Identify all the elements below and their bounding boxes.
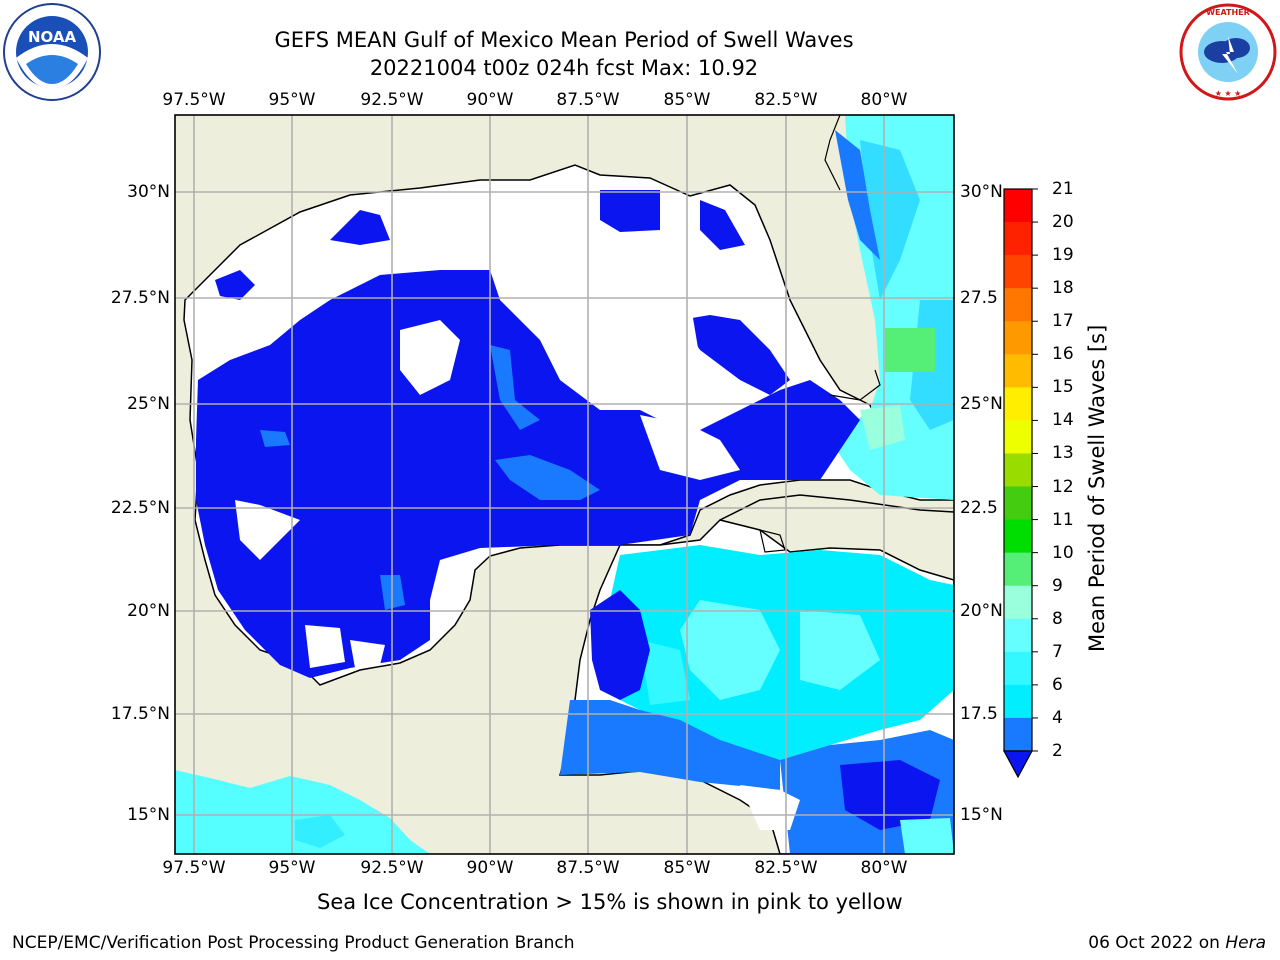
noaa-logo-text: NOAA — [28, 28, 77, 46]
colorbar-segment — [1004, 651, 1032, 686]
map-frame — [174, 114, 955, 855]
colorbar-segment — [1004, 255, 1032, 289]
colorbar-tick-label: 21 — [1052, 179, 1074, 199]
colorbar-extend-arrow — [1002, 750, 1034, 779]
colorbar-tick-label: 16 — [1052, 344, 1074, 365]
lon-label-bottom: 97.5°W — [162, 858, 226, 878]
lat-label-left: 20°N — [127, 601, 170, 621]
lat-label-right: 22.5 — [960, 498, 998, 518]
footer-date-text: 06 Oct 2022 on — [1088, 933, 1226, 953]
lat-label-right: 15°N — [960, 805, 1003, 825]
colorbar-tick-label: 14 — [1052, 410, 1074, 431]
lon-label-top: 92.5°W — [360, 90, 424, 110]
lat-label-right: 20°N — [960, 601, 1003, 621]
colorbar-tick-label: 11 — [1052, 509, 1074, 530]
lon-label-bottom: 82.5°W — [754, 858, 818, 878]
colorbar-segment — [1004, 453, 1032, 488]
colorbar-segment — [1004, 717, 1032, 752]
lat-label-right: 30°N — [960, 182, 1003, 202]
lon-label-bottom: 92.5°W — [360, 858, 424, 878]
colorbar-frame — [1003, 188, 1033, 752]
colorbar-title: Mean Period of Swell Waves [s] — [1085, 324, 1109, 652]
svg-text:WEATHER: WEATHER — [1206, 8, 1250, 17]
colorbar-tick-label: 13 — [1052, 443, 1074, 464]
colorbar-tick-label: 18 — [1052, 278, 1074, 299]
lon-label-top: 95°W — [268, 90, 316, 110]
graticule — [175, 115, 954, 854]
footer-machine: Hera — [1225, 933, 1266, 953]
colorbar-tick-label: 17 — [1052, 311, 1074, 332]
lon-label-bottom: 80°W — [860, 858, 908, 878]
colorbar-tick-label: 15 — [1052, 377, 1074, 398]
colorbar-segment — [1004, 321, 1032, 355]
colorbar-tick-label: 4 — [1052, 707, 1063, 728]
lat-label-right: 25°N — [960, 394, 1003, 414]
lon-label-top: 97.5°W — [162, 90, 226, 110]
colorbar-segment — [1004, 354, 1032, 388]
lat-label-left: 15°N — [127, 805, 170, 825]
lat-label-left: 30°N — [127, 182, 170, 202]
colorbar-segment — [1004, 684, 1032, 719]
lon-label-top: 80°W — [860, 90, 908, 110]
lon-label-bottom: 87.5°W — [556, 858, 620, 878]
colorbar-segment — [1004, 585, 1032, 620]
colorbar — [1002, 188, 1038, 779]
colorbar-tick-label: 19 — [1052, 245, 1074, 266]
colorbar-segment — [1004, 618, 1032, 653]
colorbar-tick-label: 9 — [1052, 575, 1063, 596]
colorbar-segment — [1004, 420, 1032, 454]
lat-label-right: 27.5 — [960, 288, 998, 308]
colorbar-tick-label: 2 — [1052, 741, 1063, 761]
colorbar-segment — [1004, 189, 1032, 223]
lon-label-bottom: 90°W — [466, 858, 514, 878]
lon-label-top: 87.5°W — [556, 90, 620, 110]
colorbar-tick-label: 12 — [1052, 476, 1074, 497]
nws-logo: WEATHER ★ ★ ★ — [1179, 3, 1277, 101]
sea-ice-note: Sea Ice Concentration > 15% is shown in … — [317, 890, 903, 914]
lat-label-right: 17.5 — [960, 704, 998, 724]
lon-label-top: 82.5°W — [754, 90, 818, 110]
colorbar-tick-label: 8 — [1052, 608, 1063, 629]
colorbar-tick-label: 10 — [1052, 542, 1074, 563]
footer-branch: NCEP/EMC/Verification Post Processing Pr… — [12, 933, 575, 953]
lat-label-left: 25°N — [127, 394, 170, 414]
colorbar-segment — [1004, 486, 1032, 521]
footer-date: 06 Oct 2022 on Hera — [1088, 933, 1266, 953]
colorbar-segment — [1004, 552, 1032, 587]
map-subtitle: 20221004 t00z 024h fcst Max: 10.92 — [369, 56, 759, 80]
lat-label-left: 22.5°N — [110, 498, 170, 518]
noaa-logo: NOAA — [3, 3, 101, 101]
colorbar-segment — [1004, 288, 1032, 322]
colorbar-tick-label: 7 — [1052, 641, 1063, 662]
colorbar-segment — [1004, 222, 1032, 256]
colorbar-segment — [1004, 387, 1032, 421]
colorbar-tick-label: 6 — [1052, 674, 1063, 695]
lon-label-top: 85°W — [663, 90, 711, 110]
lat-label-left: 17.5°N — [110, 704, 170, 724]
lon-label-bottom: 85°W — [663, 858, 711, 878]
colorbar-tick-label: 20 — [1052, 212, 1074, 233]
caribbean-blue-field — [590, 590, 650, 700]
svg-text:★ ★ ★: ★ ★ ★ — [1215, 89, 1242, 98]
colorbar-segment — [1004, 519, 1032, 554]
pacific-water — [175, 770, 430, 854]
lat-label-left: 27.5°N — [110, 288, 170, 308]
lon-label-bottom: 95°W — [268, 858, 316, 878]
map-title: GEFS MEAN Gulf of Mexico Mean Period of … — [274, 28, 854, 52]
lon-label-top: 90°W — [466, 90, 514, 110]
